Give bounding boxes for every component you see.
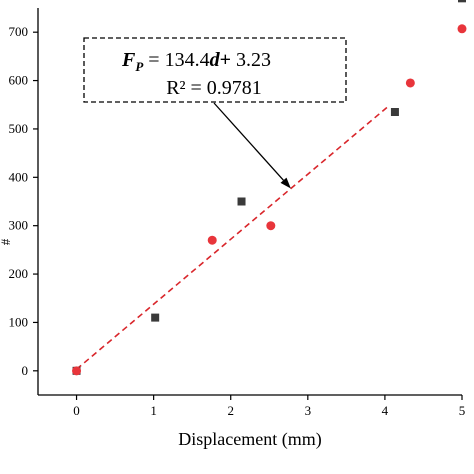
circle-point <box>405 78 415 88</box>
fit-equation: FP = 134.4d+ 3.23 <box>121 49 271 74</box>
circle-point <box>457 24 467 34</box>
x-tick-label: 2 <box>227 403 234 418</box>
x-tick-label: 5 <box>459 403 466 418</box>
circle-point <box>266 221 276 231</box>
y-tick-label: 500 <box>9 121 29 136</box>
x-tick-label: 0 <box>73 403 80 418</box>
y-tick-label: 0 <box>22 363 29 378</box>
y-tick-label: 300 <box>9 218 29 233</box>
square-point <box>237 197 246 206</box>
fit-line-group <box>76 105 390 370</box>
x-axis-title: Displacement (mm) <box>178 429 321 450</box>
equation-intercept: 3.23 <box>231 49 271 71</box>
y-tick-label: 100 <box>9 314 29 329</box>
tick-marks <box>33 31 463 400</box>
x-tick-label: 4 <box>382 403 389 418</box>
equation-subscript: P <box>135 59 144 74</box>
data-points <box>72 0 467 376</box>
y-tick-label: 200 <box>9 266 29 281</box>
x-tick-label: 1 <box>150 403 157 418</box>
tick-labels: 0 1 2 3 4 5 0 100 200 300 400 500 600 700 <box>9 24 466 418</box>
square-point <box>390 108 399 117</box>
y-axis-title-fragment: # <box>0 238 13 245</box>
y-tick-label: 400 <box>9 169 29 184</box>
y-tick-label: 600 <box>9 73 29 88</box>
square-point <box>151 313 160 322</box>
fit-line <box>76 105 390 370</box>
equation-variable: d <box>210 49 221 71</box>
equation-slope: = 134.4 <box>143 49 209 71</box>
y-tick-label: 700 <box>9 24 29 39</box>
equation-plus: + <box>220 49 231 71</box>
equation-box <box>83 37 347 103</box>
annotation-arrowhead <box>280 177 291 189</box>
equation-symbol: F <box>121 49 136 71</box>
annotation-group: FP = 134.4d+ 3.23 R² = 0.9781 <box>83 37 347 189</box>
r-squared-label: R² = 0.9781 <box>166 77 262 99</box>
annotation-arrow <box>213 102 284 181</box>
circle-point <box>207 235 217 245</box>
axes <box>37 8 462 396</box>
x-tick-label: 3 <box>305 403 312 418</box>
circle-point <box>72 366 82 376</box>
square-point <box>458 0 466 3</box>
